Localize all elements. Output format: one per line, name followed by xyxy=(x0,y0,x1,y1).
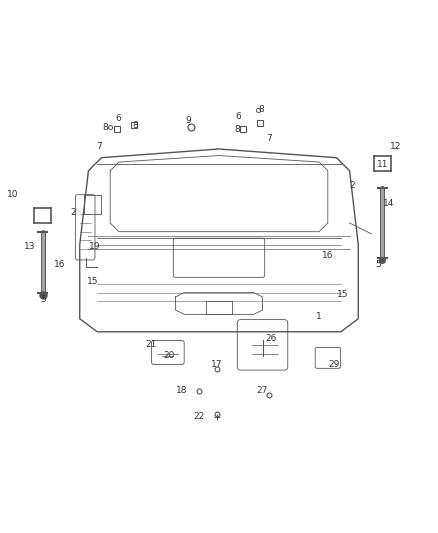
Text: 5: 5 xyxy=(375,260,381,269)
Text: 15: 15 xyxy=(87,277,99,286)
Text: 26: 26 xyxy=(265,334,277,343)
Text: 5: 5 xyxy=(40,295,46,304)
Text: 8: 8 xyxy=(235,125,240,134)
Text: 7: 7 xyxy=(96,142,102,151)
Text: 22: 22 xyxy=(194,412,205,421)
Text: 14: 14 xyxy=(383,199,395,208)
Text: 17: 17 xyxy=(211,360,223,369)
Text: 2: 2 xyxy=(71,207,76,216)
Text: 6: 6 xyxy=(236,112,241,121)
Text: 20: 20 xyxy=(163,351,175,360)
Text: 21: 21 xyxy=(146,341,157,349)
Text: 2: 2 xyxy=(349,181,354,190)
Text: 29: 29 xyxy=(328,360,340,369)
Text: 13: 13 xyxy=(24,243,35,252)
Text: 6: 6 xyxy=(115,114,121,123)
Text: 12: 12 xyxy=(389,142,401,151)
Text: 7: 7 xyxy=(266,134,272,143)
Text: 18: 18 xyxy=(176,386,188,395)
Text: 15: 15 xyxy=(337,290,349,300)
Text: 19: 19 xyxy=(89,243,101,252)
Text: 10: 10 xyxy=(7,190,18,199)
Text: 9: 9 xyxy=(186,116,191,125)
Text: 16: 16 xyxy=(322,251,334,260)
Text: 11: 11 xyxy=(376,160,388,169)
Text: 8: 8 xyxy=(102,123,108,132)
Text: 8: 8 xyxy=(133,120,138,130)
Text: 27: 27 xyxy=(257,386,268,395)
Text: 1: 1 xyxy=(316,312,322,321)
Text: 16: 16 xyxy=(54,260,66,269)
Text: 8: 8 xyxy=(259,106,265,114)
